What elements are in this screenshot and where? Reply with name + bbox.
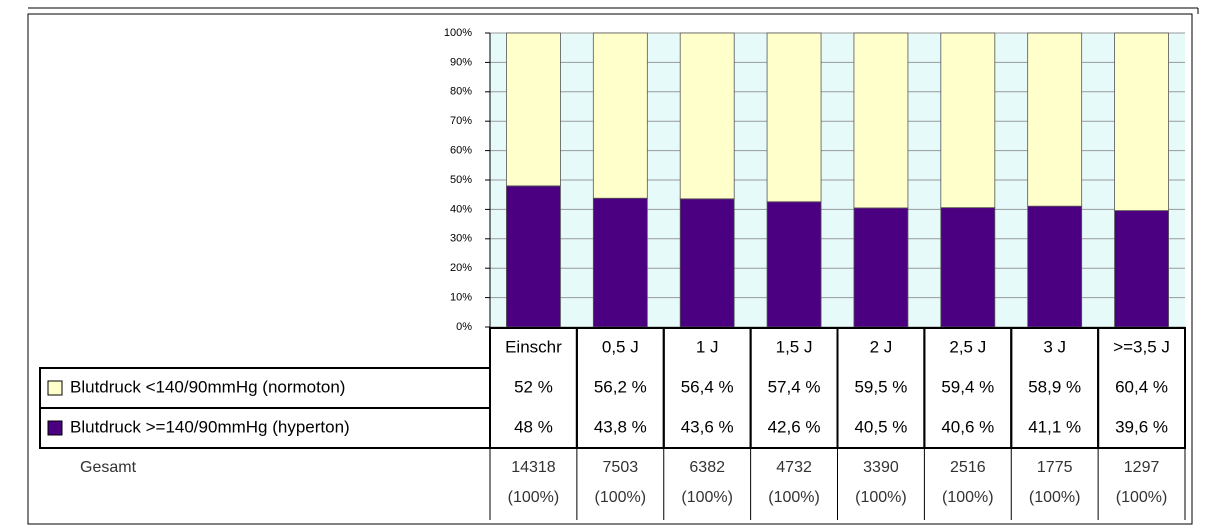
bar-segment	[679, 32, 735, 200]
total-share: (100%)	[508, 489, 560, 506]
value-label: 42,6 %	[768, 417, 821, 436]
value-label: 43,6 %	[681, 417, 734, 436]
y-tick-label: 20%	[450, 262, 472, 274]
legend-label: Blutdruck >=140/90mmHg (hyperton)	[70, 417, 350, 436]
bar-segment	[1027, 205, 1083, 328]
value-label: 40,6 %	[941, 417, 994, 436]
total-share: (100%)	[595, 489, 647, 506]
legend-swatch	[47, 380, 63, 396]
total-value: 14318	[511, 459, 556, 476]
value-label: 48 %	[514, 417, 553, 436]
value-label: 59,4 %	[941, 377, 994, 396]
value-label: 56,4 %	[681, 377, 734, 396]
legend-label: Blutdruck <140/90mmHg (normoton)	[70, 377, 345, 396]
y-tick-label: 30%	[450, 233, 472, 245]
total-share: (100%)	[1029, 489, 1081, 506]
total-label: Gesamt	[80, 459, 137, 476]
y-tick-label: 100%	[444, 27, 472, 39]
bar-segment	[506, 185, 561, 328]
total-share: (100%)	[1116, 489, 1168, 506]
value-label: 52 %	[514, 377, 553, 396]
total-share: (100%)	[681, 489, 733, 506]
x-tick-label: 0,5 J	[602, 337, 639, 356]
total-value: 7503	[603, 459, 639, 476]
bar-segment	[766, 201, 822, 328]
y-tick-label: 60%	[450, 145, 472, 157]
bar-segment	[766, 32, 822, 203]
y-tick-label: 80%	[450, 86, 472, 98]
value-label: 41,1 %	[1028, 417, 1081, 436]
bar-segment	[940, 32, 996, 209]
y-tick-label: 50%	[450, 174, 472, 186]
bar-segment	[592, 32, 648, 199]
bar-segment	[679, 198, 735, 328]
x-tick-label: 1 J	[696, 337, 719, 356]
total-value: 2516	[950, 459, 986, 476]
value-label: 56,2 %	[594, 377, 647, 396]
value-label: 40,5 %	[854, 417, 907, 436]
y-tick-label: 70%	[450, 115, 472, 127]
y-tick-label: 10%	[450, 292, 472, 304]
value-label: 39,6 %	[1115, 417, 1168, 436]
bar-segment	[853, 207, 909, 328]
bar-segment	[506, 32, 561, 187]
total-share: (100%)	[768, 489, 820, 506]
total-value: 1297	[1124, 459, 1160, 476]
value-label: 43,8 %	[594, 417, 647, 436]
x-tick-label: 3 J	[1043, 337, 1066, 356]
x-tick-label: 2 J	[870, 337, 893, 356]
total-value: 4732	[776, 459, 812, 476]
total-value: 3390	[863, 459, 899, 476]
y-tick-label: 0%	[456, 321, 472, 333]
value-label: 57,4 %	[768, 377, 821, 396]
bar-segment	[940, 207, 996, 328]
total-value: 1775	[1037, 459, 1073, 476]
x-tick-label: 2,5 J	[949, 337, 986, 356]
value-label: 58,9 %	[1028, 377, 1081, 396]
x-tick-label: Einschr	[505, 337, 562, 356]
y-tick-label: 90%	[450, 56, 472, 68]
bar-segment	[1114, 210, 1169, 328]
x-tick-label: >=3,5 J	[1113, 337, 1170, 356]
total-value: 6382	[689, 459, 725, 476]
y-tick-label: 40%	[450, 203, 472, 215]
legend-cell	[39, 407, 491, 449]
total-share: (100%)	[942, 489, 994, 506]
value-label: 60,4 %	[1115, 377, 1168, 396]
bar-segment	[592, 197, 648, 328]
bar-segment	[1027, 32, 1083, 207]
total-share: (100%)	[855, 489, 907, 506]
value-label: 59,5 %	[854, 377, 907, 396]
bar-segment	[1114, 32, 1169, 211]
x-tick-label: 1,5 J	[776, 337, 813, 356]
legend-swatch	[47, 420, 63, 436]
bar-segment	[853, 32, 909, 209]
